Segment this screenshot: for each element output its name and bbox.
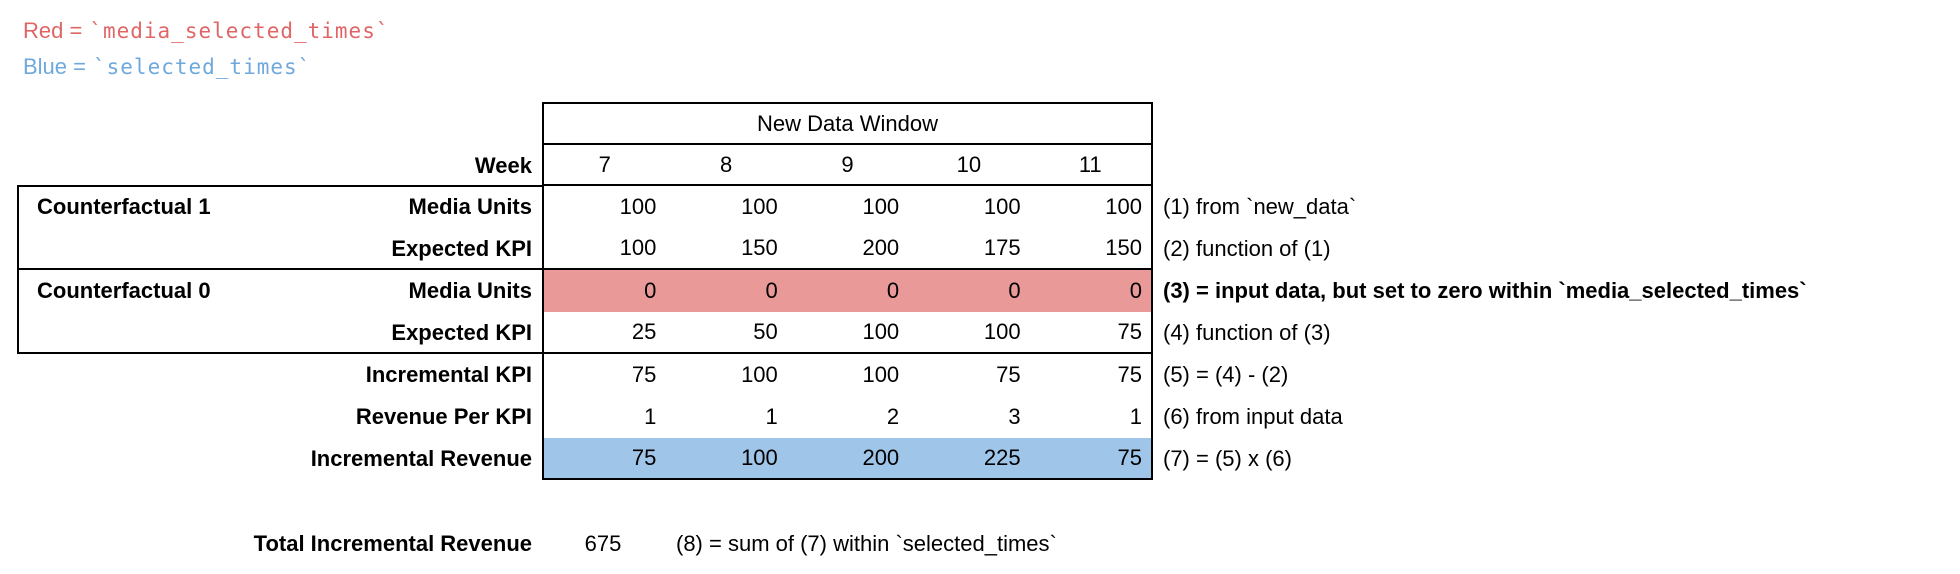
table-cell: 75 [996, 362, 1021, 387]
new-data-window-title: New Data Window [757, 110, 938, 136]
legend-red: Red = `media_selected_times` [23, 18, 389, 44]
table-cell: 50 [753, 319, 778, 344]
row-label-expected-kpi-cf0: Expected KPI [391, 320, 532, 345]
legend-red-value: `media_selected_times` [89, 19, 390, 43]
table-cell: 200 [862, 445, 900, 470]
table-cell: 1 [644, 404, 657, 429]
table-row-media-units-cf1: 100 100 100 100 100 [544, 186, 1151, 228]
table-cell: 75 [1117, 445, 1142, 470]
table-cell: 1 [1129, 404, 1142, 429]
table-row-incremental-revenue-highlighted: 75 100 200 225 75 [544, 438, 1151, 478]
total-incremental-revenue-label: Total Incremental Revenue [253, 531, 532, 556]
legend-red-label: Red = [23, 18, 83, 43]
week-number: 11 [1078, 152, 1102, 177]
row-label-expected-kpi-cf1: Expected KPI [391, 236, 532, 261]
counterfactual-0-label: Counterfactual 0 [37, 278, 211, 303]
week-number: 7 [598, 152, 611, 177]
table-cell: 0 [886, 278, 900, 303]
table-cell: 100 [862, 194, 900, 219]
annotation-3: (3) = input data, but set to zero within… [1163, 278, 1807, 303]
table-row-expected-kpi-cf1: 100 150 200 175 150 [544, 228, 1151, 270]
annotation-2: (2) function of (1) [1163, 236, 1331, 261]
table-cell: 200 [862, 235, 900, 260]
week-row-label: Week [474, 153, 532, 178]
table-cell: 0 [644, 278, 657, 303]
week-number: 8 [719, 152, 733, 177]
counterfactual-1-label: Counterfactual 1 [37, 194, 211, 219]
table-cell: 150 [741, 235, 778, 260]
table-cell: 100 [862, 362, 900, 387]
table-header-row: New Data Window [544, 104, 1151, 145]
annotation-7: (7) = (5) x (6) [1163, 446, 1292, 471]
table-cell: 100 [983, 319, 1021, 344]
row-label-revenue-per-kpi: Revenue Per KPI [355, 404, 532, 429]
week-number: 10 [956, 152, 982, 177]
table-cell: 75 [1117, 319, 1142, 344]
week-number-row: 7 8 9 10 11 [544, 145, 1151, 186]
legend-blue-label: Blue = [23, 54, 86, 79]
table-cell: 100 [741, 362, 778, 387]
annotation-8: (8) = sum of (7) within `selected_times` [676, 531, 1057, 556]
table-cell: 100 [619, 194, 657, 219]
row-label-media-units-cf1: Media Units [408, 194, 532, 219]
week-number: 9 [841, 152, 854, 177]
legend-blue: Blue = `selected_times` [23, 54, 311, 80]
table-cell: 100 [862, 319, 900, 344]
table-cell: 75 [631, 445, 657, 470]
table-cell: 175 [983, 235, 1021, 260]
row-label-incremental-kpi: Incremental KPI [365, 362, 532, 387]
table-row-expected-kpi-cf0: 25 50 100 100 75 [544, 312, 1151, 354]
table-cell: 75 [631, 362, 657, 387]
table-cell: 100 [741, 194, 778, 219]
total-incremental-revenue-value: 675 [584, 531, 622, 556]
annotation-6: (6) from input data [1163, 404, 1343, 429]
annotation-1: (1) from `new_data` [1163, 194, 1357, 219]
table-cell: 100 [619, 235, 657, 260]
table-cell: 0 [765, 278, 778, 303]
table-cell: 1 [765, 404, 778, 429]
table-cell: 100 [983, 194, 1021, 219]
annotation-4: (4) function of (3) [1163, 320, 1331, 345]
table-row-revenue-per-kpi: 1 1 2 3 1 [544, 396, 1151, 438]
row-label-media-units-cf0: Media Units [408, 278, 532, 303]
table-cell: 25 [631, 319, 657, 344]
table-cell: 2 [886, 404, 900, 429]
table-cell: 3 [1008, 404, 1021, 429]
table-row-incremental-kpi: 75 100 100 75 75 [544, 354, 1151, 396]
row-label-incremental-revenue: Incremental Revenue [310, 446, 532, 471]
legend-blue-value: `selected_times` [93, 55, 312, 79]
table-cell: 0 [1129, 278, 1142, 303]
table-cell: 75 [1117, 362, 1142, 387]
table-cell: 100 [741, 445, 778, 470]
table-cell: 150 [1105, 235, 1142, 260]
table-cell: 225 [983, 445, 1021, 470]
data-table: New Data Window 7 8 9 10 11 100 100 100 … [542, 102, 1153, 480]
table-cell: 100 [1105, 194, 1142, 219]
table-row-media-units-cf0-highlighted: 0 0 0 0 0 [544, 270, 1151, 312]
table-cell: 0 [1008, 278, 1021, 303]
annotation-5: (5) = (4) - (2) [1163, 362, 1289, 387]
